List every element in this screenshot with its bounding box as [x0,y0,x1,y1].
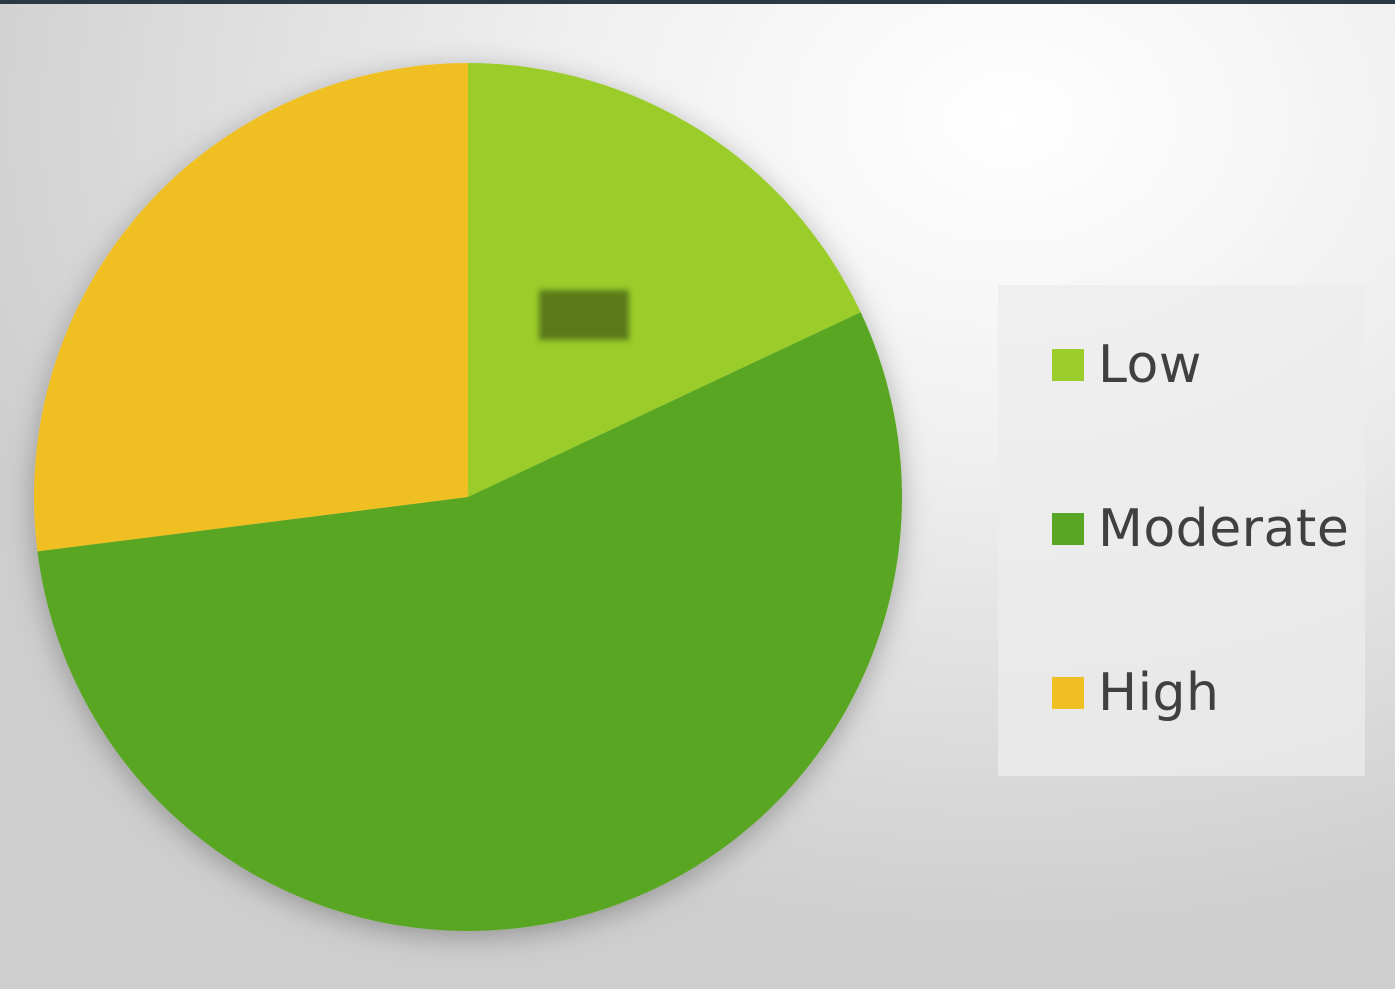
legend-swatch-moderate [1052,513,1084,545]
pie-slices [33,63,902,931]
legend-label-low: Low [1098,335,1202,395]
legend-item-low: Low [1052,335,1202,395]
legend-swatch-high [1052,677,1084,709]
pie-slice-low [468,63,861,497]
legend-label-high: High [1098,663,1220,723]
legend: Low Moderate High [998,285,1365,776]
pie-slice-moderate [37,312,902,931]
legend-item-moderate: Moderate [1052,499,1349,559]
redacted-slice-label [539,290,629,340]
legend-swatch-low [1052,349,1084,381]
pie-slice-high [33,63,468,552]
legend-label-moderate: Moderate [1098,499,1350,559]
legend-item-high: High [1052,663,1220,723]
top-bar [0,0,1395,4]
